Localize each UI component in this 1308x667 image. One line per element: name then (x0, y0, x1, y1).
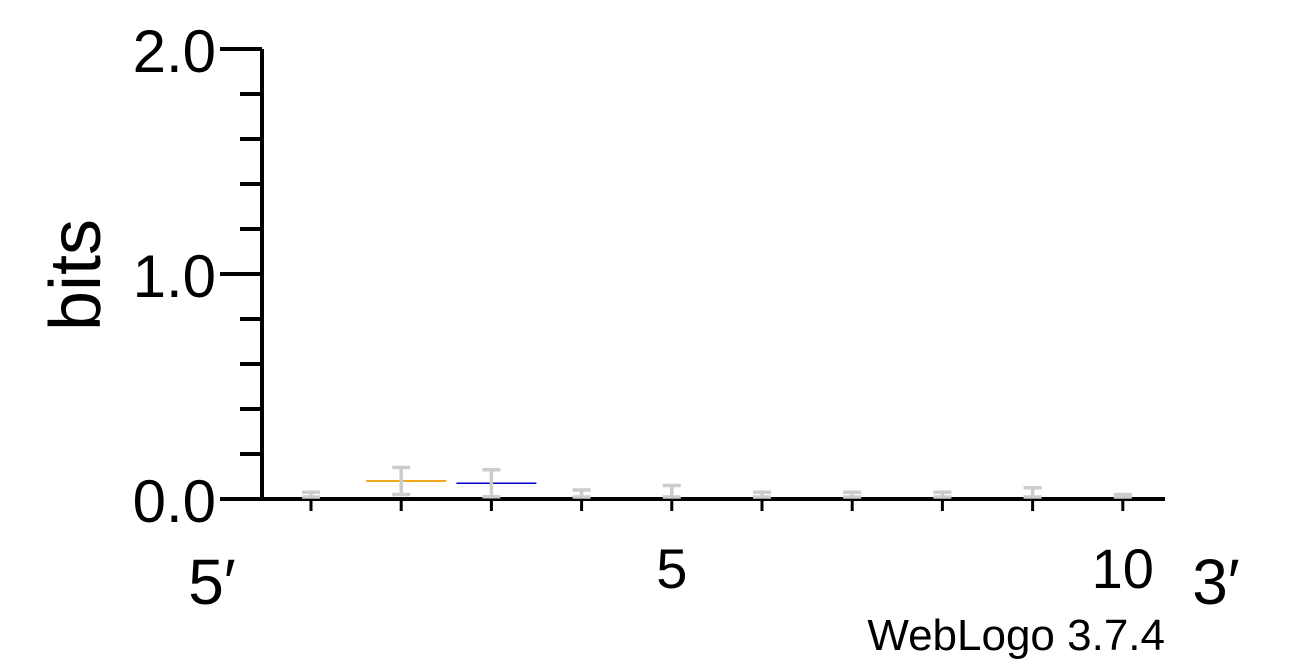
weblogo-credit: WebLogo 3.7.4 (867, 611, 1165, 660)
y-tick-label: 2.0 (133, 18, 216, 85)
y-tick-label: 1.0 (133, 243, 216, 310)
error-bar (302, 490, 320, 499)
error-bar (662, 483, 681, 499)
error-bar (843, 490, 862, 499)
three-prime-label: 3′ (1192, 546, 1240, 618)
logo-letter (456, 482, 537, 484)
error-bar (392, 465, 411, 497)
letter-stacks (366, 480, 537, 484)
error-bar (482, 468, 501, 499)
y-axis: 0.0 1.0 2.0 (133, 18, 264, 535)
error-bar (1113, 492, 1132, 499)
y-tick-label: 0.0 (133, 468, 216, 535)
y-axis-label: bits (36, 219, 116, 331)
x-tick-label: 10 (1092, 537, 1154, 600)
logo-letter (366, 480, 447, 482)
x-axis: 5 10 (260, 497, 1165, 600)
error-bar (572, 488, 591, 499)
error-bars (302, 465, 1132, 499)
five-prime-label: 5′ (188, 546, 236, 618)
error-bar (933, 490, 952, 499)
error-bar (1023, 486, 1042, 499)
error-bar (753, 490, 771, 499)
x-tick-label: 5 (656, 537, 687, 600)
